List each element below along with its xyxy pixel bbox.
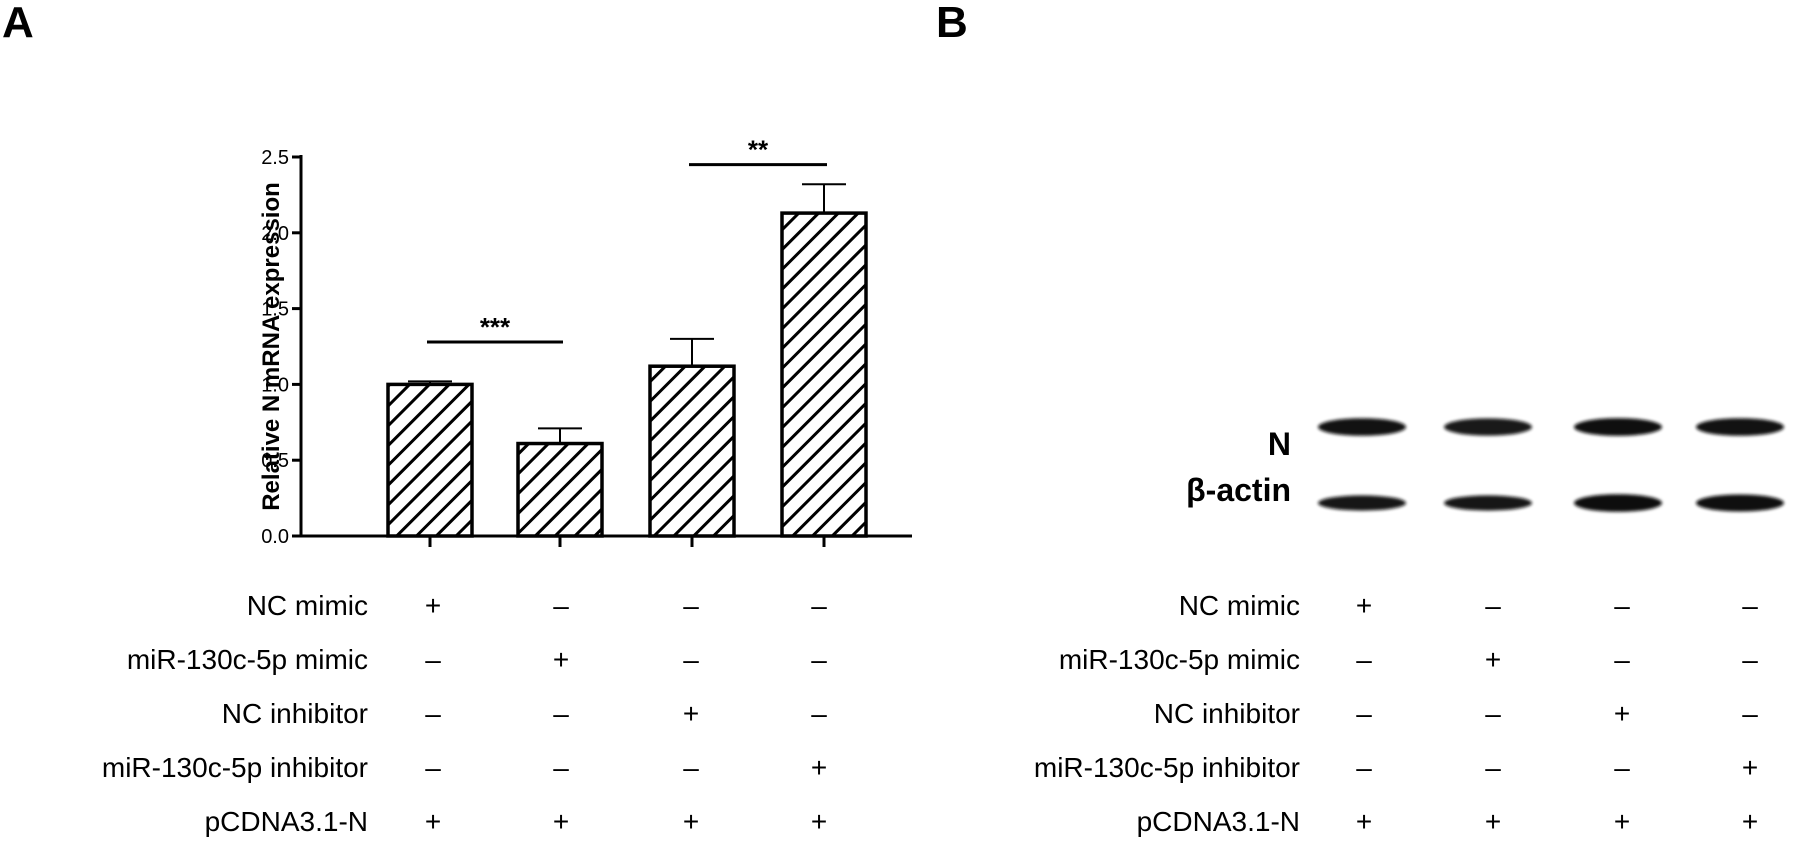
blot-label-actin: β-actin — [1186, 472, 1291, 508]
condition-label: miR-130c-5p inhibitor — [101, 752, 368, 783]
condition-sign: + — [682, 806, 700, 837]
bar — [780, 211, 868, 538]
significance-label: *** — [480, 312, 511, 342]
condition-label: pCDNA3.1-N — [1136, 806, 1300, 837]
condition-label: miR-130c-5p mimic — [126, 644, 368, 675]
condition-sign: – — [553, 752, 569, 783]
bar — [648, 364, 736, 538]
condition-sign: – — [811, 698, 827, 729]
condition-sign: – — [1485, 698, 1501, 729]
condition-sign: – — [683, 644, 699, 675]
condition-sign: + — [1484, 806, 1502, 837]
significance-label: ** — [748, 135, 769, 165]
y-axis-label: Relative N mRNA expression — [258, 182, 285, 511]
western-blot-image — [1318, 418, 1784, 512]
condition-label: NC mimic — [246, 590, 368, 621]
actin-band — [1444, 495, 1532, 511]
condition-sign: + — [1484, 644, 1502, 675]
condition-sign: + — [552, 644, 570, 675]
condition-sign: – — [1356, 698, 1372, 729]
condition-sign: – — [1485, 590, 1501, 621]
condition-sign: – — [1356, 644, 1372, 675]
condition-sign: + — [552, 806, 570, 837]
condition-label: NC mimic — [1178, 590, 1300, 621]
condition-sign: – — [425, 698, 441, 729]
condition-sign: + — [1613, 698, 1631, 729]
bar — [386, 382, 474, 538]
actin-band — [1574, 494, 1662, 512]
condition-sign: – — [1614, 590, 1630, 621]
condition-sign: – — [1614, 752, 1630, 783]
panel-label-a: A — [2, 0, 34, 47]
y-tick-label: 0.5 — [261, 450, 289, 472]
condition-sign: – — [1485, 752, 1501, 783]
condition-sign: – — [683, 752, 699, 783]
n-band — [1444, 418, 1532, 436]
y-tick-label: 1.0 — [261, 374, 289, 396]
n-band — [1318, 418, 1406, 436]
condition-sign: + — [810, 752, 828, 783]
bar-chart: 0.0 0.5 1.0 1.5 2.0 2.5 Relative N mRNA expres… — [258, 135, 912, 548]
condition-sign: – — [553, 590, 569, 621]
bar — [516, 441, 604, 538]
y-tick-label: 1.5 — [261, 299, 289, 321]
condition-label: NC inhibitor — [221, 698, 368, 729]
condition-sign: + — [1355, 590, 1373, 621]
condition-sign: – — [1356, 752, 1372, 783]
condition-sign: + — [424, 806, 442, 837]
n-band — [1574, 418, 1662, 436]
condition-sign: + — [1355, 806, 1373, 837]
condition-sign: – — [1614, 644, 1630, 675]
n-band — [1696, 418, 1784, 436]
y-tick-label: 2.5 — [261, 147, 289, 169]
condition-sign: – — [811, 644, 827, 675]
condition-sign: – — [683, 590, 699, 621]
condition-sign: – — [1742, 698, 1758, 729]
condition-sign: – — [811, 590, 827, 621]
condition-sign: + — [810, 806, 828, 837]
actin-band — [1318, 495, 1406, 511]
condition-sign: + — [1741, 806, 1759, 837]
condition-sign: – — [1742, 644, 1758, 675]
condition-sign: – — [1742, 590, 1758, 621]
y-tick-label: 2.0 — [261, 223, 289, 245]
condition-sign: + — [424, 590, 442, 621]
condition-label: miR-130c-5p mimic — [1058, 644, 1300, 675]
condition-label: NC inhibitor — [1153, 698, 1300, 729]
condition-sign: + — [682, 698, 700, 729]
condition-sign: – — [425, 644, 441, 675]
actin-band — [1696, 494, 1784, 512]
y-tick-label: 0.0 — [261, 526, 289, 548]
condition-sign: – — [553, 698, 569, 729]
panel-label-b: B — [936, 0, 968, 47]
condition-label: pCDNA3.1-N — [204, 806, 368, 837]
condition-sign: – — [425, 752, 441, 783]
condition-label: miR-130c-5p inhibitor — [1033, 752, 1300, 783]
condition-sign: + — [1613, 806, 1631, 837]
condition-sign: + — [1741, 752, 1759, 783]
blot-label-n: N — [1267, 426, 1291, 462]
